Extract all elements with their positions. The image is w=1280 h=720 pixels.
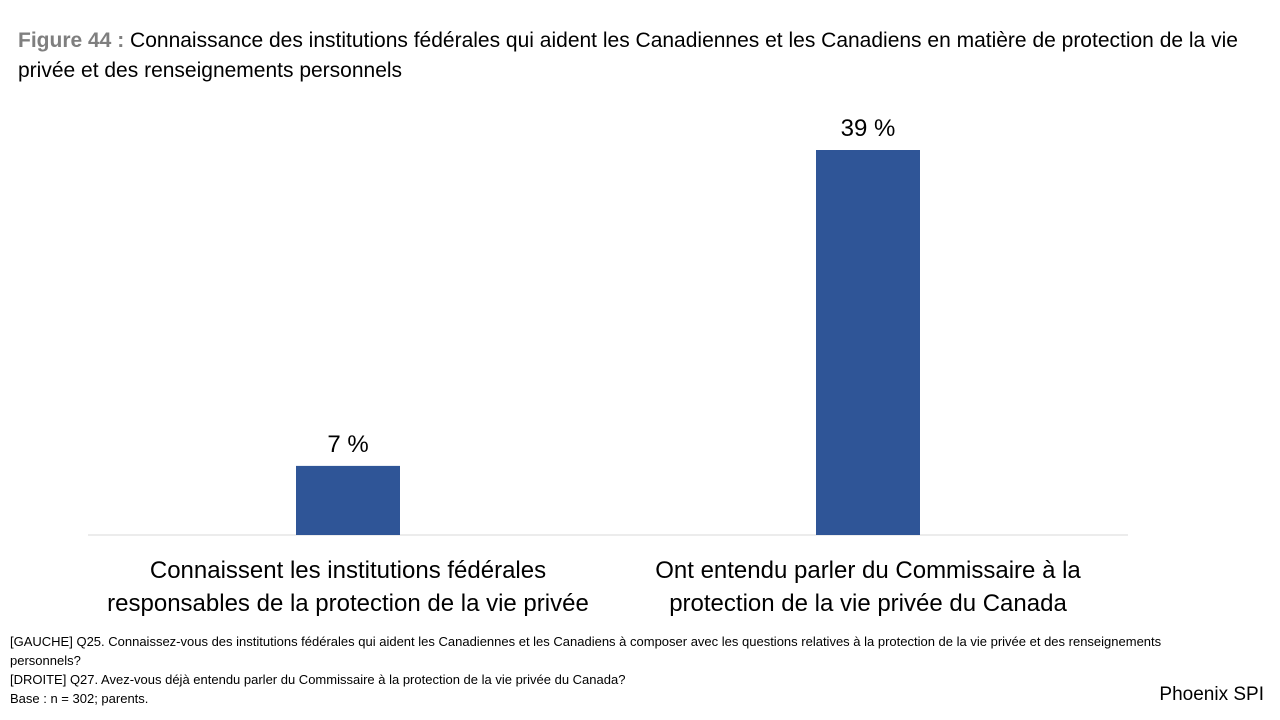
figure-label: Figure 44 : bbox=[18, 29, 125, 52]
data-label-1: 39 % bbox=[841, 115, 896, 142]
chart-title: Figure 44 : Connaissance des institution… bbox=[18, 26, 1263, 86]
footnote-left: [GAUCHE] Q25. Connaissez-vous des instit… bbox=[10, 634, 1162, 668]
category-label-1: Ont entendu parler du Commissaire à la p… bbox=[655, 557, 1081, 617]
category-label-0: Connaissent les institutions fédérales r… bbox=[107, 557, 589, 617]
data-label-0: 7 % bbox=[327, 431, 368, 458]
footnote-right: [DROITE] Q27. Avez-vous déjà entendu par… bbox=[10, 672, 626, 687]
figure-title: Connaissance des institutions fédérales … bbox=[18, 29, 1238, 82]
bar-0 bbox=[296, 465, 400, 535]
footnotes: [GAUCHE] Q25. Connaissez-vous des instit… bbox=[10, 632, 1210, 708]
brand-logo-text: Phoenix SPI bbox=[1159, 684, 1264, 705]
footnote-base: Base : n = 302; parents. bbox=[10, 691, 149, 706]
bar-1 bbox=[816, 150, 920, 535]
